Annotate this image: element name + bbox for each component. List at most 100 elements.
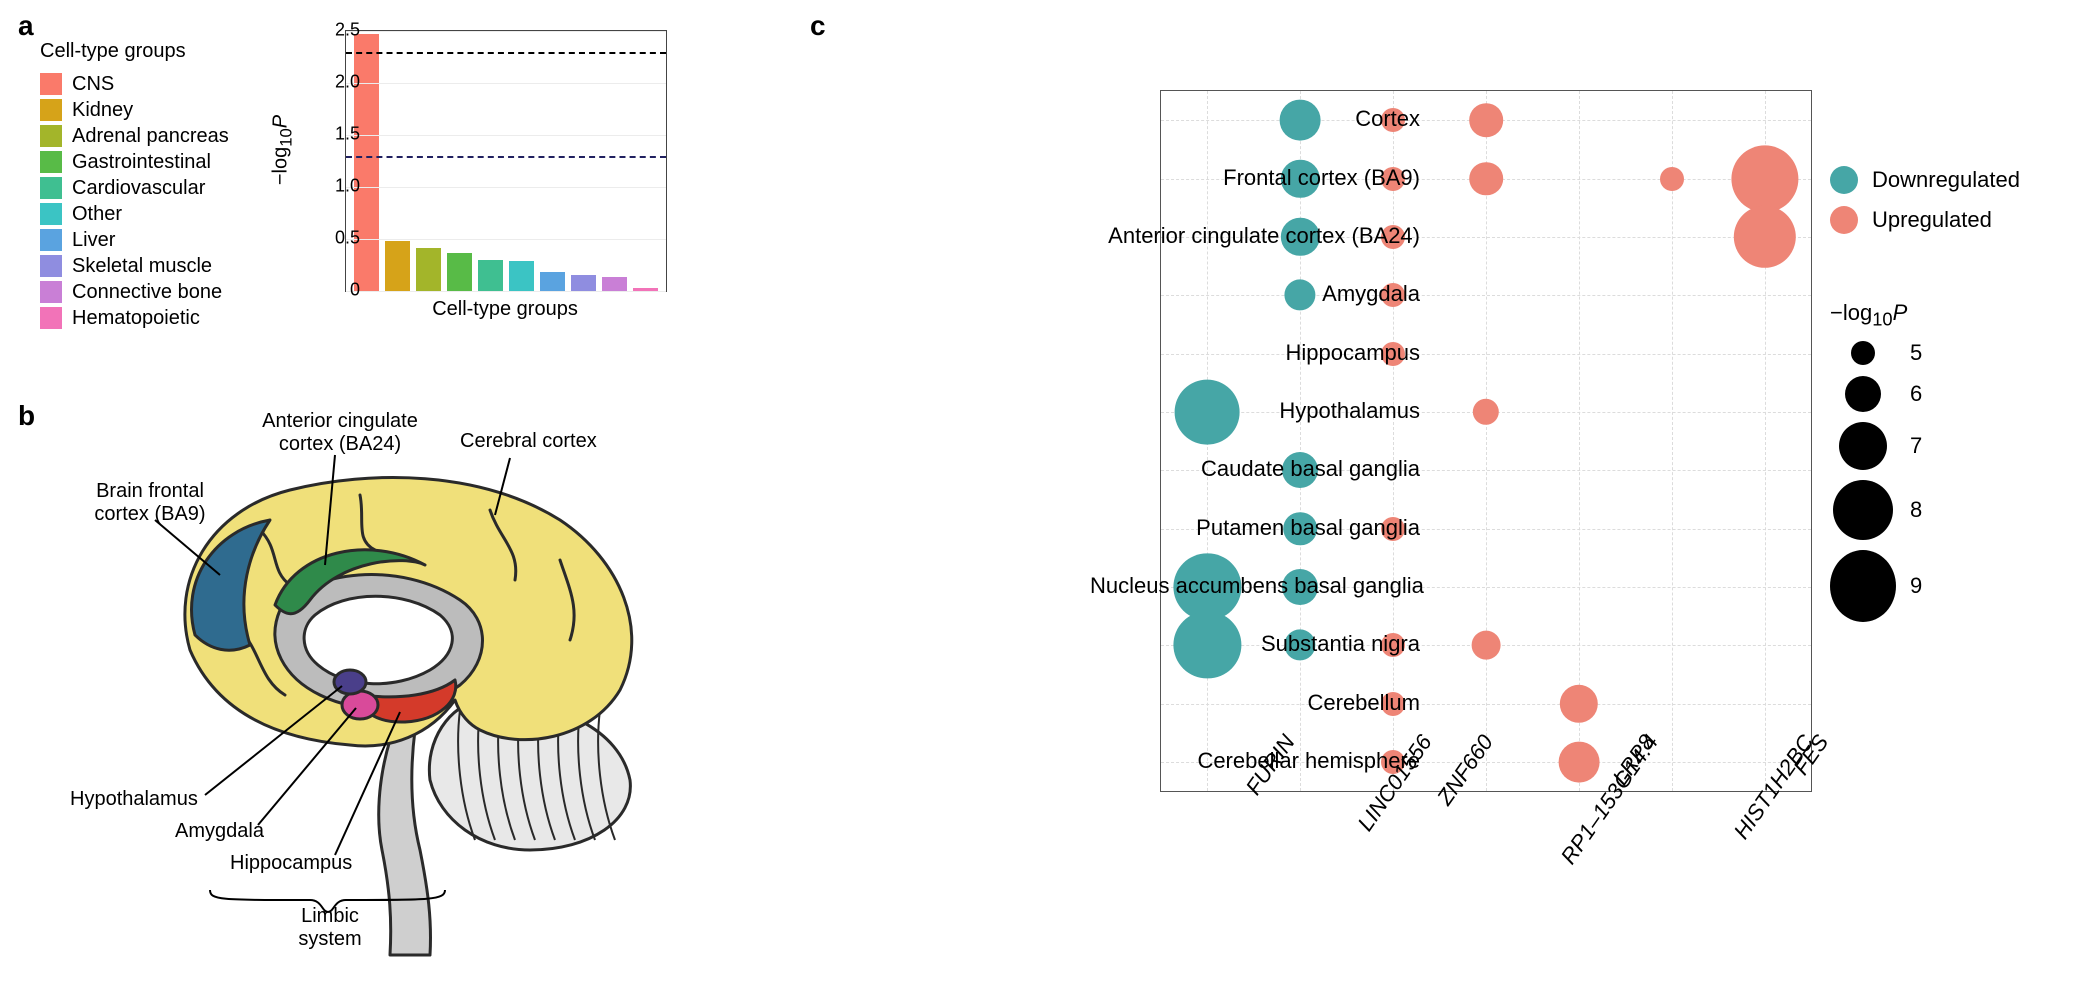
legend-item: Hematopoietic — [40, 305, 229, 331]
legend-up-label: Upregulated — [1872, 207, 1992, 233]
size-legend-item: 8 — [1830, 480, 1922, 540]
bar — [509, 261, 534, 291]
dotplot-row-label: Caudate basal ganglia — [1090, 456, 1420, 482]
label-acc: Anterior cingulatecortex (BA24) — [230, 410, 450, 456]
label-amy: Amygdala — [175, 820, 315, 843]
size-legend-label: 5 — [1910, 340, 1922, 366]
ytick: 0 — [310, 280, 360, 301]
dotplot-row-label: Hypothalamus — [1090, 398, 1420, 424]
dotplot-c: Downregulated Upregulated −log10P 56789 … — [820, 20, 2080, 980]
dot — [1472, 631, 1501, 660]
size-legend-label: 7 — [1910, 433, 1922, 459]
panel-label-a: a — [18, 10, 34, 42]
legend-swatch — [40, 281, 62, 303]
dotplot-plot — [1160, 90, 1812, 792]
bar — [478, 260, 503, 291]
barchart-plot — [345, 30, 667, 292]
bar — [540, 272, 565, 291]
barchart-ylabel: −log10P — [270, 115, 297, 185]
legend-downregulated: Downregulated — [1830, 160, 2020, 200]
dotplot-row-label: Putamen basal ganglia — [1090, 515, 1420, 541]
size-legend-item: 9 — [1830, 550, 1922, 622]
dot — [1731, 145, 1798, 212]
legend-swatch — [40, 73, 62, 95]
legend-item: Kidney — [40, 97, 229, 123]
legend-swatch — [40, 255, 62, 277]
size-legend-item: 5 — [1830, 340, 1922, 366]
legend-size-title: −log10P — [1830, 300, 1922, 330]
size-legend-item: 7 — [1830, 422, 1922, 470]
ytick: 2.0 — [310, 72, 360, 93]
label-cc: Cerebral cortex — [460, 430, 640, 453]
legend-label: Other — [72, 203, 122, 226]
legend-swatch — [40, 229, 62, 251]
legend-item: Liver — [40, 227, 229, 253]
dotplot-row-label: Cortex — [1090, 106, 1420, 132]
legend-label: Liver — [72, 229, 115, 252]
brain-diagram: Anterior cingulatecortex (BA24) Brain fr… — [60, 400, 740, 960]
figure: a b c Cell-type groups CNSKidneyAdrenal … — [0, 0, 2100, 999]
legend-cell-type: Cell-type groups CNS Kidney Adrenal pancre… — [40, 40, 229, 331]
ytick: 1.5 — [310, 124, 360, 145]
dotplot-row-label: Cerebellum — [1090, 690, 1420, 716]
legend-size: −log10P 5 6 7 8 9 — [1830, 300, 1922, 632]
legend-label: Connective bone — [72, 281, 222, 304]
label-limbic: Limbicsystem — [270, 905, 390, 951]
legend-label: Hematopoietic — [72, 307, 200, 330]
barchart-xlabel: Cell-type groups — [345, 298, 665, 321]
legend-item: Connective bone — [40, 279, 229, 305]
legend-label: Skeletal muscle — [72, 255, 212, 278]
bar — [571, 275, 596, 291]
ytick: 2.5 — [310, 20, 360, 41]
panel-label-b: b — [18, 400, 35, 432]
label-hippo: Hippocampus — [230, 852, 410, 875]
legend-swatch — [40, 177, 62, 199]
dot — [1660, 167, 1684, 191]
legend-item: Cardiovascular — [40, 175, 229, 201]
dot — [1469, 103, 1503, 137]
size-legend-item: 6 — [1830, 376, 1922, 412]
dot — [1560, 684, 1598, 722]
ytick: 1.0 — [310, 176, 360, 197]
dot — [1733, 206, 1795, 268]
bars-container — [354, 31, 658, 291]
legend-swatch — [40, 307, 62, 329]
legend-label: Kidney — [72, 99, 133, 122]
label-bfc: Brain frontalcortex (BA9) — [70, 480, 230, 526]
dotplot-row-label: Substantia nigra — [1090, 631, 1420, 657]
label-hypo: Hypothalamus — [70, 788, 240, 811]
bar — [602, 277, 627, 291]
bar — [385, 241, 410, 291]
ytick: 0.5 — [310, 228, 360, 249]
dot — [1473, 399, 1499, 425]
dot — [1558, 741, 1599, 782]
legend-item: Skeletal muscle — [40, 253, 229, 279]
legend-regulation: Downregulated Upregulated — [1830, 160, 2020, 240]
legend-swatch — [40, 151, 62, 173]
dot — [1469, 162, 1503, 196]
dotplot-row-label: Amygdala — [1090, 281, 1420, 307]
legend-title: Cell-type groups — [40, 40, 229, 63]
dotplot-row-label: Frontal cortex (BA9) — [1090, 165, 1420, 191]
legend-item: CNS — [40, 71, 229, 97]
dotplot-row-label: Anterior cingulate cortex (BA24) — [1090, 223, 1420, 249]
legend-upregulated: Upregulated — [1830, 200, 2020, 240]
legend-swatch — [40, 99, 62, 121]
legend-label: Adrenal pancreas — [72, 125, 229, 148]
bar — [447, 253, 472, 291]
legend-swatch — [40, 203, 62, 225]
size-legend-label: 9 — [1910, 573, 1922, 599]
legend-item: Adrenal pancreas — [40, 123, 229, 149]
dotplot-row-label: Nucleus accumbens basal ganglia — [1090, 573, 1420, 599]
size-legend-label: 6 — [1910, 381, 1922, 407]
legend-label: Gastrointestinal — [72, 151, 211, 174]
legend-down-label: Downregulated — [1872, 167, 2020, 193]
legend-label: CNS — [72, 73, 114, 96]
legend-item: Gastrointestinal — [40, 149, 229, 175]
size-legend-label: 8 — [1910, 497, 1922, 523]
legend-item: Other — [40, 201, 229, 227]
dotplot-row-label: Hippocampus — [1090, 340, 1420, 366]
barchart-a: −log10P Cell-type groups 00.51.01.52.02.… — [275, 20, 685, 330]
bar — [416, 248, 441, 291]
legend-swatch — [40, 125, 62, 147]
